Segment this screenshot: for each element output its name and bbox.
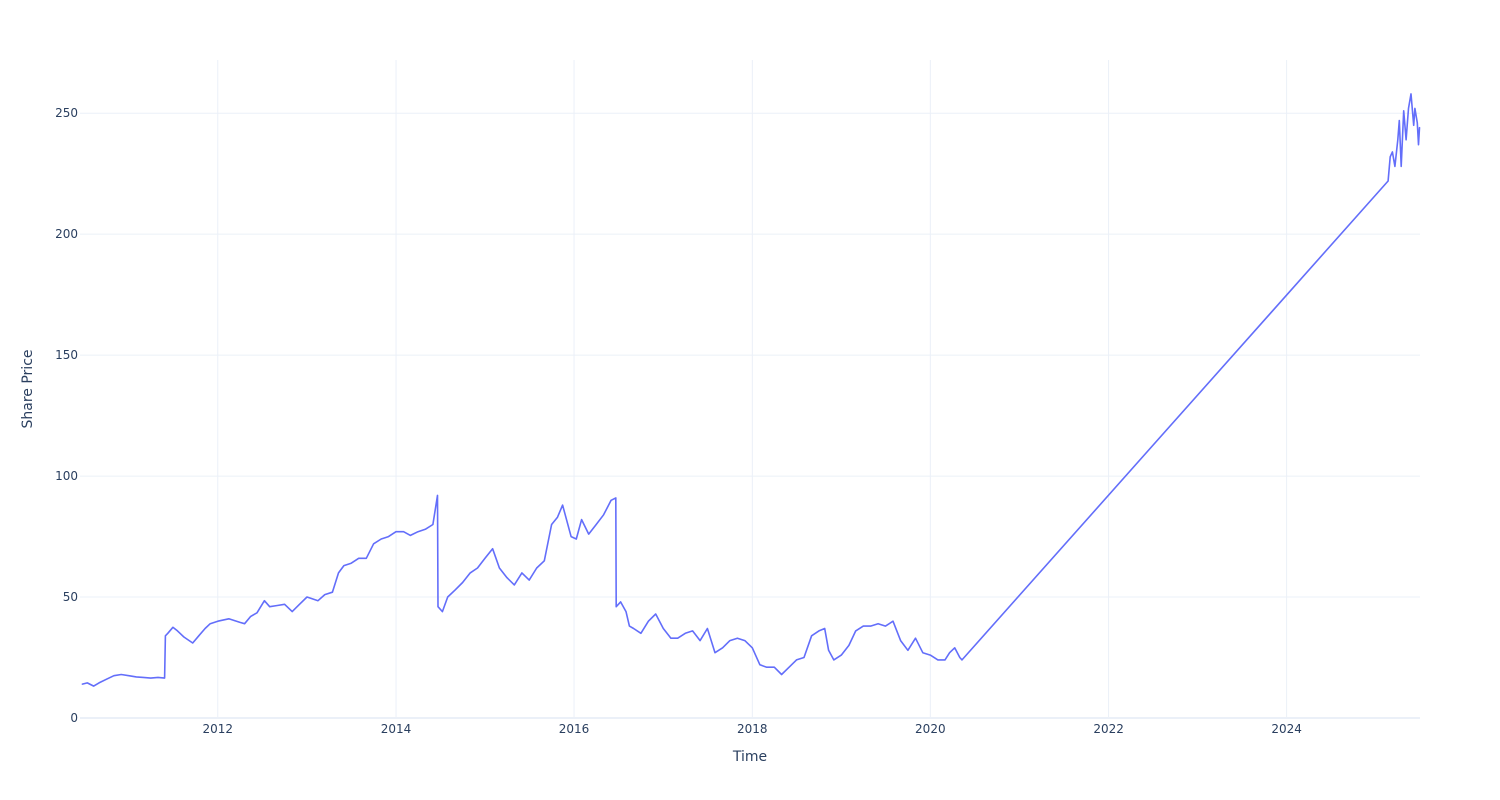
x-axis-title: Time	[732, 749, 767, 765]
x-tick-label: 2016	[559, 722, 590, 736]
y-tick-label: 150	[55, 348, 78, 362]
x-tick-label: 2020	[915, 722, 946, 736]
y-tick-label: 100	[55, 469, 78, 483]
x-tick-label: 2014	[381, 722, 412, 736]
y-tick-label: 250	[55, 106, 78, 120]
x-tick-label: 2022	[1093, 722, 1124, 736]
grid-layer	[80, 60, 1420, 719]
y-tick-label: 50	[63, 590, 78, 604]
y-axis-title: Share Price	[20, 349, 36, 428]
x-tick-label: 2024	[1271, 722, 1302, 736]
x-tick-label: 2012	[203, 722, 234, 736]
series-layer	[81, 93, 1421, 687]
share-price-line	[81, 93, 1421, 687]
x-tick-label: 2018	[737, 722, 768, 736]
tick-layer: 2012 2014 2016 2018 2020 2022 2024 0 50 100 150 200…	[55, 106, 1302, 736]
y-tick-label: 200	[55, 227, 78, 241]
y-tick-label: 0	[70, 711, 78, 725]
